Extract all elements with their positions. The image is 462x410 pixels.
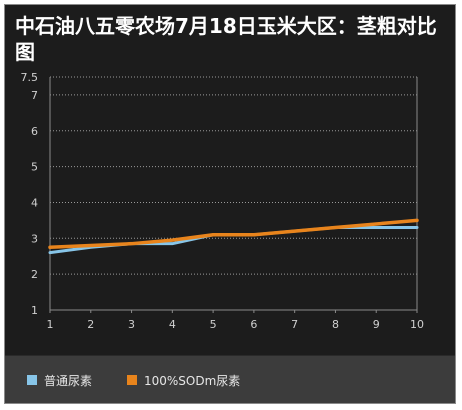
grid-lines <box>50 76 417 275</box>
chart-title: 中石油八五零农场7月18日玉米大区：茎粗对比图 <box>15 14 437 64</box>
y-tick-label: 1 <box>31 304 38 317</box>
tick-labels: 1 2 3 4 5 6 7 7.5 1 2 3 4 5 6 7 8 9 10 <box>21 71 425 331</box>
x-tick-label: 5 <box>210 318 217 331</box>
x-tick-label: 3 <box>128 318 135 331</box>
y-tick-label: 3 <box>31 232 38 245</box>
legend-item-series-1: 普通尿素 <box>27 372 92 388</box>
chart-frame: 中石油八五零农场7月18日玉米大区：茎粗对比图 1 2 3 4 5 6 7 7.5 1 2 3 4 5 6… <box>4 4 456 404</box>
series-line-1 <box>48 226 419 255</box>
y-tick-label: 7.5 <box>21 71 39 84</box>
x-tick-label: 10 <box>410 318 424 331</box>
y-tick-label: 7 <box>31 89 38 102</box>
x-tick-label: 1 <box>47 318 54 331</box>
x-tick-label: 4 <box>169 318 176 331</box>
x-tick-label: 6 <box>250 318 257 331</box>
y-tick-label: 2 <box>31 268 38 281</box>
y-tick-label: 6 <box>31 125 38 138</box>
legend-swatch-series-2 <box>127 375 137 385</box>
y-tick-label: 5 <box>31 161 38 174</box>
series-lines <box>48 218 419 255</box>
series-line-2 <box>48 218 419 250</box>
axes <box>49 77 418 313</box>
plot-area: 1 2 3 4 5 6 7 7.5 1 2 3 4 5 6 7 8 9 10 <box>21 71 425 331</box>
x-tick-label: 7 <box>291 318 298 331</box>
x-tick-label: 8 <box>332 318 339 331</box>
legend-swatch-series-1 <box>27 375 37 385</box>
y-tick-label: 4 <box>31 196 38 209</box>
legend-label-series-1: 普通尿素 <box>44 373 93 388</box>
x-tick-label: 2 <box>87 318 94 331</box>
legend-label-series-2: 100%SODm尿素 <box>144 373 241 388</box>
x-tick-label: 9 <box>373 318 380 331</box>
legend: 普通尿素 100%SODm尿素 <box>5 355 455 403</box>
legend-item-series-2: 100%SODm尿素 <box>127 372 240 388</box>
